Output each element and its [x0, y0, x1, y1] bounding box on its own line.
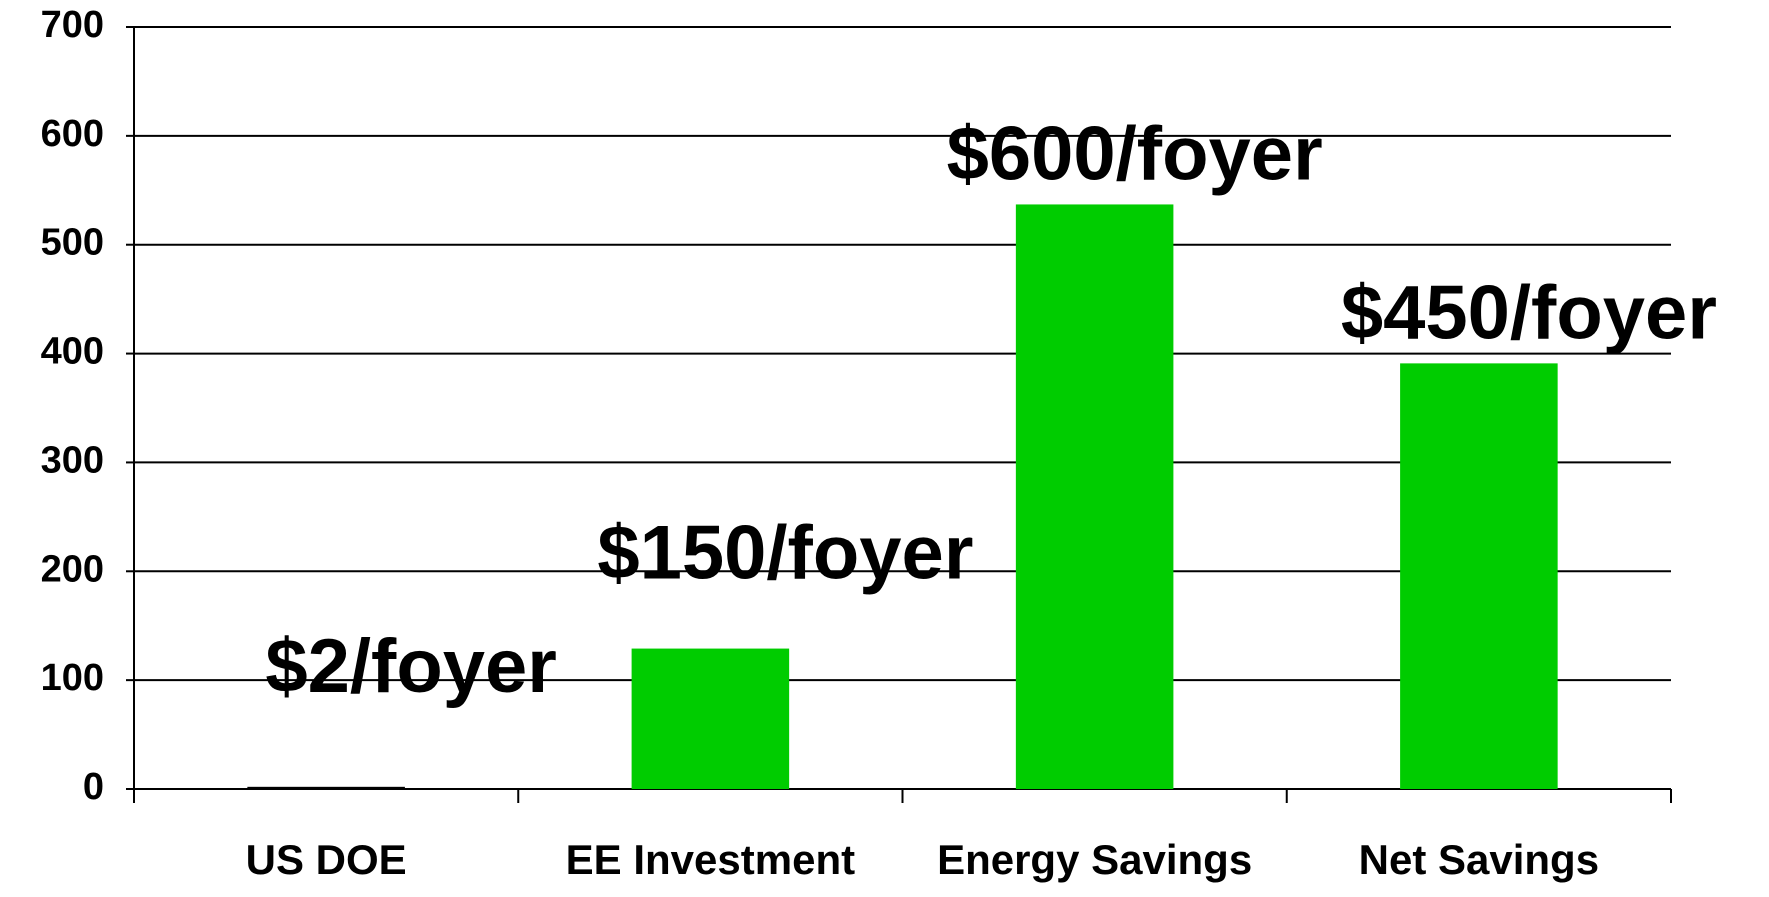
bar	[631, 648, 790, 789]
annotation: $600/foyer	[947, 112, 1323, 197]
annotation: $450/foyer	[1341, 270, 1717, 355]
annotation: $2/foyer	[265, 624, 557, 709]
y-tick-label: 600	[41, 113, 104, 155]
y-tick-label: 0	[83, 766, 104, 808]
x-tick-label: EE Investment	[566, 836, 855, 883]
x-tick-label: Net Savings	[1359, 836, 1599, 883]
y-tick-label: 100	[41, 657, 104, 699]
bar	[247, 786, 405, 789]
x-tick-label: US DOE	[246, 836, 407, 883]
y-tick-label: 400	[41, 331, 104, 373]
bar	[1400, 363, 1558, 789]
y-tick-label: 200	[41, 548, 104, 590]
annotation: $150/foyer	[597, 511, 973, 596]
x-tick-label: Energy Savings	[937, 836, 1252, 883]
y-tick-label: 500	[41, 222, 104, 264]
bar	[1015, 204, 1174, 790]
y-tick-label: 300	[41, 439, 104, 481]
y-tick-label: 700	[41, 4, 104, 46]
